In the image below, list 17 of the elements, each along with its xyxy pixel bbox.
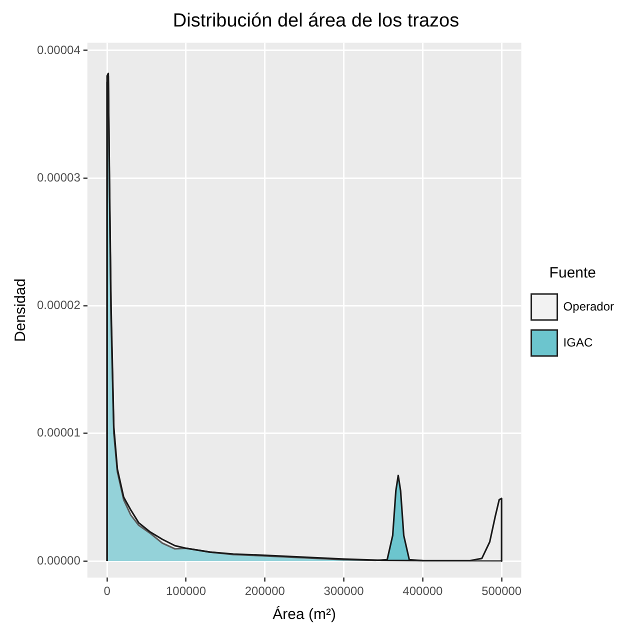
y-tick-label: 0.00000 [36, 553, 81, 568]
y-tick-label: 0.00002 [36, 298, 81, 312]
y-tick-label: 0.00004 [36, 42, 81, 57]
x-tick-label: 200000 [244, 584, 286, 598]
y-tick-label: 0.00003 [36, 170, 81, 184]
x-axis-title: Área (m²) [272, 605, 336, 624]
y-axis-title: Densidad [12, 278, 30, 342]
x-tick-label: 400000 [402, 584, 444, 598]
x-tick-label: 300000 [324, 584, 364, 598]
x-tick-label: 500000 [482, 584, 522, 598]
x-tick-label: 0 [104, 584, 111, 598]
legend-label: IGAC [563, 335, 593, 350]
legend-label: Operador [563, 299, 614, 314]
legend-title: Fuente [549, 264, 596, 282]
y-tick-label: 0.00001 [36, 426, 81, 440]
chart-title: Distribución del área de los trazos [172, 10, 460, 32]
x-tick-label: 100000 [166, 584, 206, 598]
